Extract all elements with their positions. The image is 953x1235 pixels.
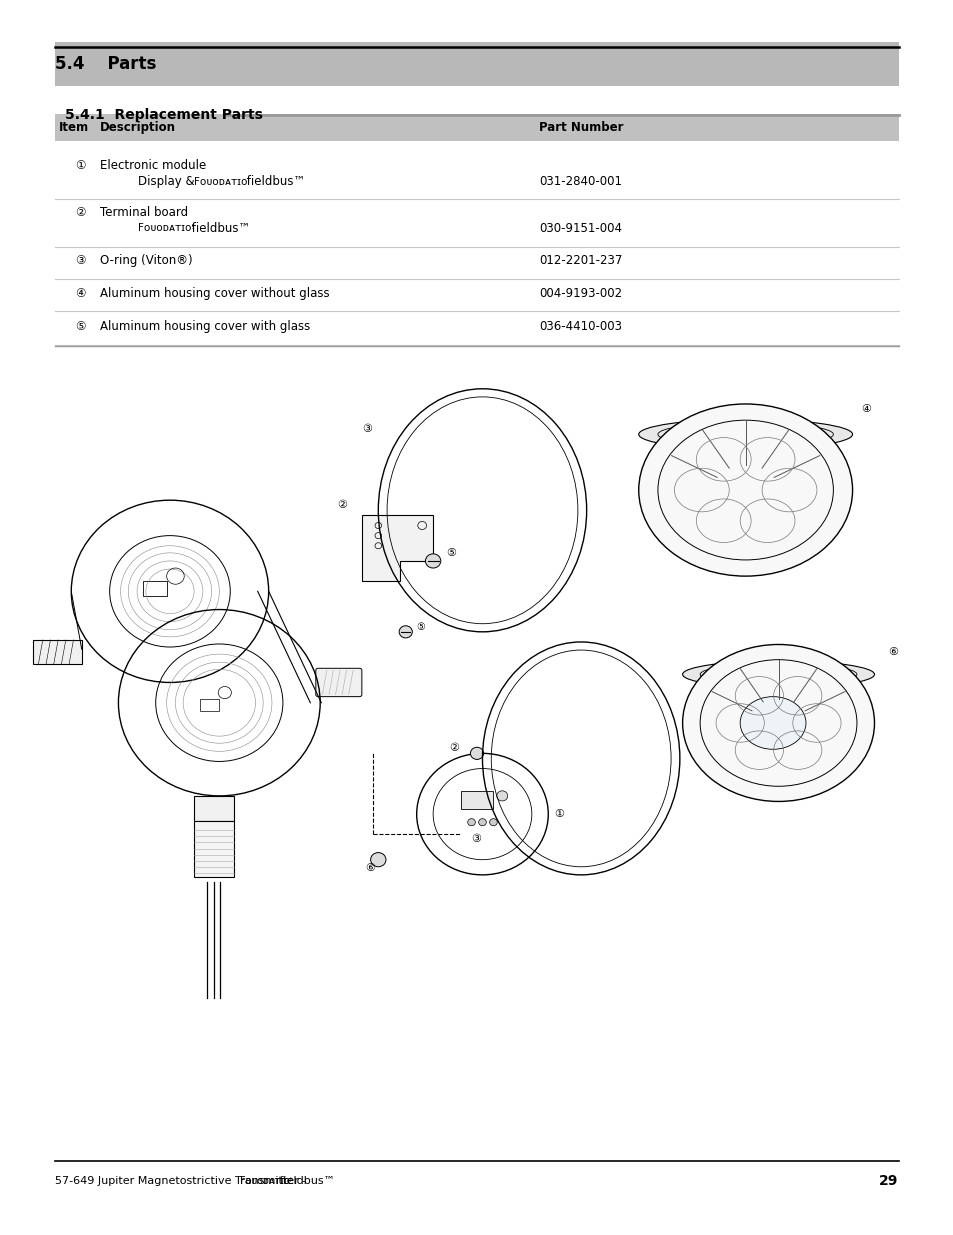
Text: 57-649 Jupiter Magnetostrictive Transmitter -: 57-649 Jupiter Magnetostrictive Transmit…: [55, 1176, 310, 1186]
Ellipse shape: [682, 661, 874, 688]
Text: 012-2201-237: 012-2201-237: [538, 254, 621, 267]
Text: 5.4    Parts: 5.4 Parts: [55, 56, 156, 73]
FancyBboxPatch shape: [460, 790, 493, 809]
Circle shape: [425, 553, 440, 568]
FancyBboxPatch shape: [315, 668, 361, 697]
Polygon shape: [361, 515, 433, 582]
Text: Fᴏᴜᴏᴅᴀᴛɪᴏᵎ: Fᴏᴜᴏᴅᴀᴛɪᴏᵎ: [193, 177, 249, 186]
Circle shape: [478, 819, 486, 826]
Text: Display &: Display &: [138, 175, 198, 188]
FancyBboxPatch shape: [32, 640, 82, 664]
Text: 036-4410-003: 036-4410-003: [538, 320, 621, 332]
Text: Item: Item: [59, 121, 90, 133]
Circle shape: [371, 852, 386, 867]
Text: 5.4.1  Replacement Parts: 5.4.1 Replacement Parts: [65, 107, 262, 122]
Circle shape: [470, 747, 483, 760]
FancyBboxPatch shape: [193, 821, 233, 877]
Text: ①: ①: [553, 809, 563, 819]
Text: ⑥: ⑥: [887, 647, 898, 657]
Text: ⑥: ⑥: [365, 863, 375, 873]
Text: 29: 29: [879, 1173, 898, 1188]
Text: ③: ③: [471, 835, 481, 845]
Circle shape: [398, 626, 412, 638]
Text: Aluminum housing cover without glass: Aluminum housing cover without glass: [100, 288, 330, 300]
Text: Electronic module: Electronic module: [100, 159, 206, 172]
Text: ③: ③: [74, 254, 86, 267]
FancyBboxPatch shape: [193, 795, 233, 821]
Text: ②: ②: [74, 206, 86, 219]
Text: Aluminum housing cover with glass: Aluminum housing cover with glass: [100, 320, 310, 332]
FancyBboxPatch shape: [55, 42, 898, 86]
FancyBboxPatch shape: [55, 114, 898, 141]
Ellipse shape: [639, 404, 852, 576]
Text: Description: Description: [100, 121, 176, 133]
Text: ③: ③: [361, 425, 372, 435]
Text: Fᴏᴜᴏᴅᴀᴛɪᴏᵎ: Fᴏᴜᴏᴅᴀᴛɪᴏᵎ: [239, 1176, 291, 1186]
Text: 030-9151-004: 030-9151-004: [538, 222, 621, 235]
Circle shape: [467, 819, 475, 826]
Text: 031-2840-001: 031-2840-001: [538, 175, 621, 188]
Text: ⑤: ⑤: [74, 320, 86, 332]
Text: 004-9193-002: 004-9193-002: [538, 288, 621, 300]
Text: ⑤: ⑤: [446, 548, 456, 558]
Circle shape: [497, 790, 507, 802]
Text: ④: ④: [74, 288, 86, 300]
Text: fieldbus™: fieldbus™: [275, 1176, 335, 1186]
Text: ②: ②: [449, 743, 459, 753]
Text: Terminal board: Terminal board: [100, 206, 188, 219]
Text: Fᴏᴜᴏᴅᴀᴛɪᴏᵎ: Fᴏᴜᴏᴅᴀᴛɪᴏᵎ: [138, 224, 193, 233]
Text: O-ring (Viton®): O-ring (Viton®): [100, 254, 193, 267]
Ellipse shape: [740, 697, 805, 750]
Text: Part Number: Part Number: [538, 121, 623, 133]
Text: ④: ④: [860, 404, 870, 414]
Text: ①: ①: [74, 159, 86, 172]
Circle shape: [489, 819, 497, 826]
Ellipse shape: [682, 645, 874, 802]
Ellipse shape: [639, 419, 852, 450]
Text: fieldbus™: fieldbus™: [188, 222, 250, 235]
Text: fieldbus™: fieldbus™: [243, 175, 305, 188]
Text: ⑤: ⑤: [416, 621, 425, 632]
Text: ②: ②: [336, 500, 347, 510]
